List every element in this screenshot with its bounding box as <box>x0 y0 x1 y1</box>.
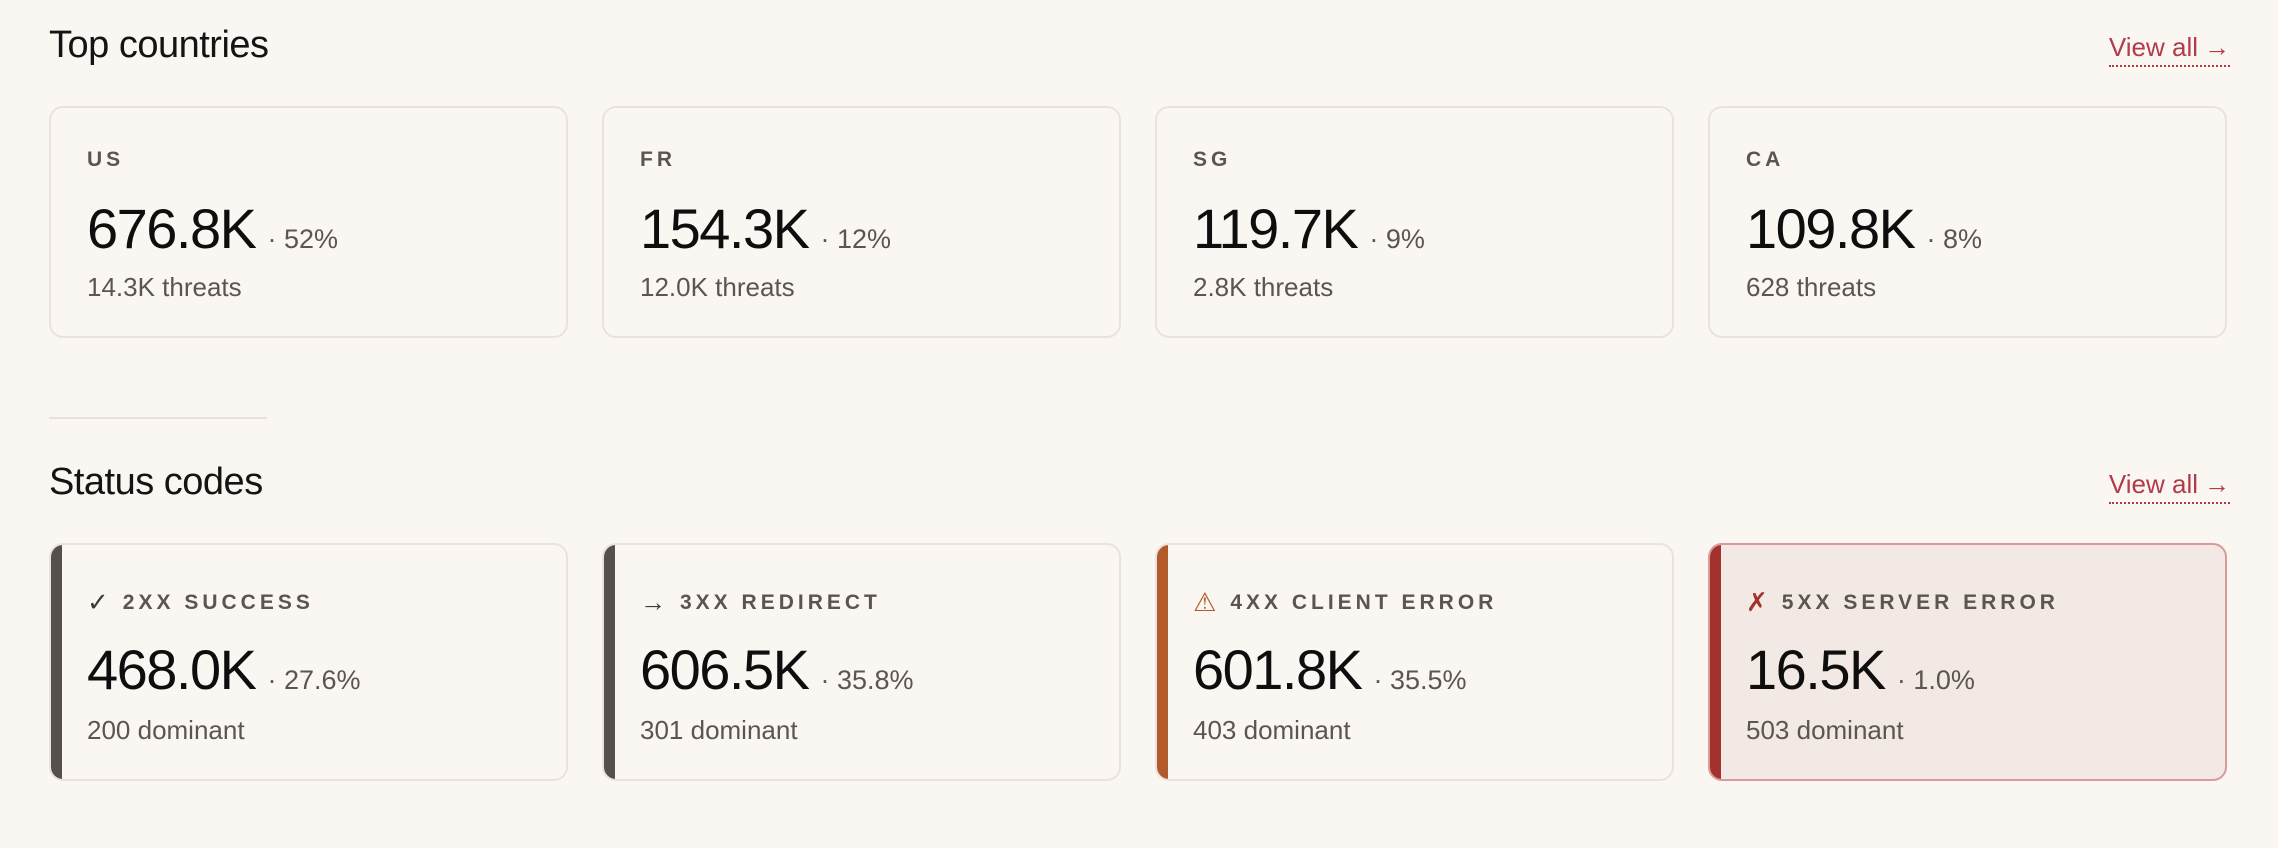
status-card-5xx[interactable]: ✗ 5XX SERVER ERROR 16.5K · 1.0% 503 domi… <box>1708 543 2227 781</box>
status-accent-bar <box>1157 545 1168 779</box>
status-card-4xx[interactable]: ⚠ 4XX CLIENT ERROR 601.8K · 35.5% 403 do… <box>1155 543 1674 781</box>
status-codes-section: Status codes View all → ✓ 2XX SUCCESS 468… <box>49 455 2230 781</box>
status-codes-view-all-link[interactable]: View all → <box>2108 469 2230 504</box>
country-threats: 628 threats <box>1746 272 1877 302</box>
status-label: 3XX REDIRECT <box>680 590 881 614</box>
country-cards: US 676.8K · 52% 14.3K threats FR 154.3K … <box>49 106 2230 338</box>
status-accent-bar <box>604 545 615 779</box>
status-label-row: → 3XX REDIRECT <box>640 587 881 618</box>
country-value-row: 676.8K · 52% <box>87 196 338 261</box>
status-percent: · 27.6% <box>267 665 361 695</box>
status-label: 4XX CLIENT ERROR <box>1230 590 1498 614</box>
status-count: 468.0K <box>87 638 257 701</box>
check-icon: ✓ <box>87 587 109 617</box>
country-value-row: 154.3K · 12% <box>640 196 891 261</box>
status-count: 606.5K <box>640 638 810 701</box>
country-value-row: 109.8K · 8% <box>1746 196 1982 261</box>
status-value-row: 468.0K · 27.6% <box>87 637 361 702</box>
warning-icon: ⚠ <box>1193 587 1217 617</box>
arrow-right-icon: → <box>640 587 666 617</box>
section-divider <box>49 417 267 419</box>
status-count: 601.8K <box>1193 638 1363 701</box>
country-code: CA <box>1746 148 1785 171</box>
top-countries-section: Top countries View all → US 676.8K · 52% … <box>49 18 2230 338</box>
country-code: SG <box>1193 148 1232 171</box>
top-countries-title: Top countries <box>49 24 269 66</box>
top-countries-header: Top countries View all → <box>49 18 2230 88</box>
status-value-row: 601.8K · 35.5% <box>1193 637 1467 702</box>
country-requests: 119.7K <box>1193 197 1359 260</box>
status-label-row: ✗ 5XX SERVER ERROR <box>1746 587 2059 618</box>
country-code: FR <box>640 148 676 171</box>
status-label: 2XX SUCCESS <box>122 590 314 614</box>
view-all-label: View all <box>2108 469 2198 499</box>
country-card-fr[interactable]: FR 154.3K · 12% 12.0K threats <box>602 106 1121 338</box>
status-label-row: ✓ 2XX SUCCESS <box>87 587 314 618</box>
country-percent: · 12% <box>820 224 892 254</box>
status-accent-bar <box>1710 545 1721 779</box>
status-count: 16.5K <box>1746 638 1886 701</box>
status-value-row: 606.5K · 35.8% <box>640 637 914 702</box>
country-threats: 14.3K threats <box>87 272 242 302</box>
country-card-ca[interactable]: CA 109.8K · 8% 628 threats <box>1708 106 2227 338</box>
cross-icon: ✗ <box>1746 587 1768 617</box>
country-threats: 2.8K threats <box>1193 272 1334 302</box>
status-card-2xx[interactable]: ✓ 2XX SUCCESS 468.0K · 27.6% 200 dominan… <box>49 543 568 781</box>
status-codes-title: Status codes <box>49 461 263 503</box>
status-cards: ✓ 2XX SUCCESS 468.0K · 27.6% 200 dominan… <box>49 543 2230 781</box>
country-requests: 676.8K <box>87 197 257 260</box>
status-label-row: ⚠ 4XX CLIENT ERROR <box>1193 587 1497 618</box>
country-card-us[interactable]: US 676.8K · 52% 14.3K threats <box>49 106 568 338</box>
status-label: 5XX SERVER ERROR <box>1781 590 2059 614</box>
arrow-right-icon: → <box>2204 469 2230 499</box>
country-value-row: 119.7K · 9% <box>1193 196 1425 261</box>
status-percent: · 35.8% <box>820 665 914 695</box>
view-all-label: View all <box>2108 32 2198 62</box>
status-percent: · 35.5% <box>1373 665 1467 695</box>
status-dominant: 503 dominant <box>1746 715 1904 745</box>
status-card-3xx[interactable]: → 3XX REDIRECT 606.5K · 35.8% 301 domina… <box>602 543 1121 781</box>
country-code: US <box>87 148 125 171</box>
country-percent: · 52% <box>267 224 339 254</box>
country-threats: 12.0K threats <box>640 272 795 302</box>
status-value-row: 16.5K · 1.0% <box>1746 637 1975 702</box>
arrow-right-icon: → <box>2204 32 2230 62</box>
status-codes-header: Status codes View all → <box>49 455 2230 525</box>
status-dominant: 301 dominant <box>640 715 798 745</box>
top-countries-view-all-link[interactable]: View all → <box>2108 32 2230 67</box>
country-requests: 109.8K <box>1746 197 1916 260</box>
country-percent: · 8% <box>1926 224 1983 254</box>
status-percent: · 1.0% <box>1896 665 1975 695</box>
status-dominant: 403 dominant <box>1193 715 1351 745</box>
status-accent-bar <box>51 545 62 779</box>
country-requests: 154.3K <box>640 197 810 260</box>
status-dominant: 200 dominant <box>87 715 245 745</box>
country-card-sg[interactable]: SG 119.7K · 9% 2.8K threats <box>1155 106 1674 338</box>
country-percent: · 9% <box>1369 224 1425 254</box>
